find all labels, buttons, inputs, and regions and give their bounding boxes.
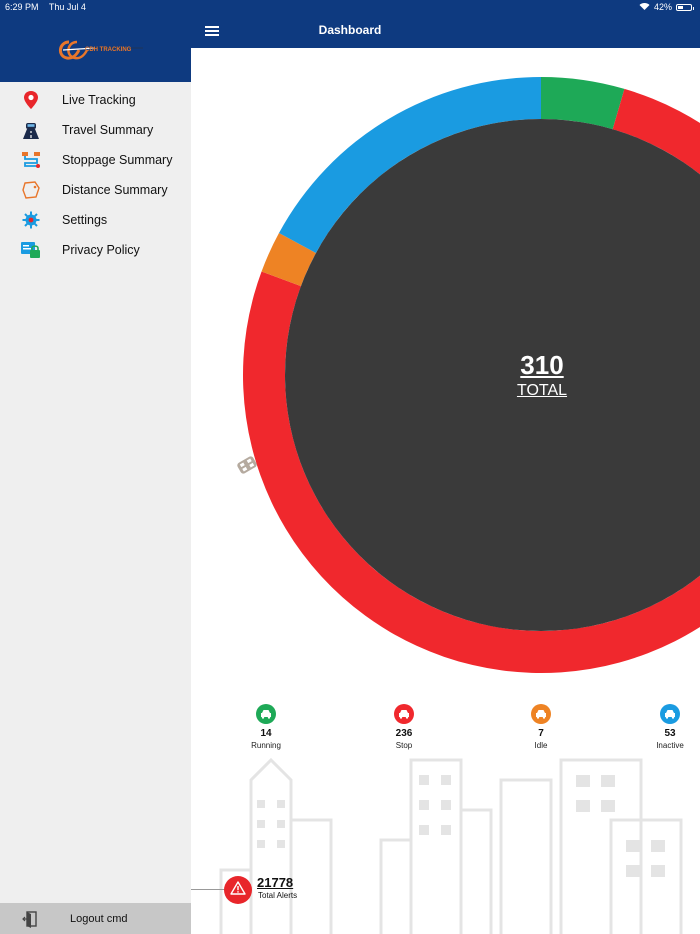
car-road-icon (19, 119, 43, 141)
top-app-bar: Dashboard (191, 14, 700, 48)
company-logo: CDH TRACKING (59, 40, 143, 60)
vehicle-status-donut-chart[interactable] (191, 0, 700, 934)
car-icon (660, 704, 680, 724)
sidebar-menu: Live Tracking Travel Summary Stoppage Su… (0, 85, 191, 265)
status-time: 6:29 PM (5, 2, 39, 12)
sidebar-item-stoppage-summary[interactable]: Stoppage Summary (0, 145, 191, 175)
status-idle[interactable]: 7 Idle (511, 704, 571, 750)
map-icon (19, 179, 43, 201)
status-count: 14 (260, 728, 272, 739)
svg-text:CDH TRACKING: CDH TRACKING (85, 47, 132, 53)
warning-icon (230, 880, 246, 900)
sidebar-item-label: Settings (62, 213, 108, 227)
sidebar-item-travel-summary[interactable]: Travel Summary (0, 115, 191, 145)
status-name: Running (251, 741, 281, 750)
sidebar: CDH TRACKING Live Tracking Travel Summar… (0, 0, 191, 934)
donut-slice-idle[interactable] (261, 233, 316, 287)
car-icon (256, 704, 276, 724)
status-count: 236 (395, 728, 413, 739)
donut-slice-running[interactable] (541, 77, 625, 130)
sidebar-item-label: Stoppage Summary (62, 153, 173, 167)
total-label: TOTAL (516, 382, 568, 399)
status-date: Thu Jul 4 (48, 2, 86, 12)
skyline-illustration (219, 757, 683, 934)
car-icon (531, 704, 551, 724)
alerts-count[interactable]: 21778 (257, 875, 294, 890)
sidebar-item-distance-summary[interactable]: Distance Summary (0, 175, 191, 205)
menu-icon[interactable] (205, 26, 219, 36)
status-inactive[interactable]: 53 Inactive (640, 704, 700, 750)
status-running[interactable]: 14 Running (236, 704, 296, 750)
sidebar-item-label: Live Tracking (62, 93, 136, 107)
status-stop[interactable]: 236 Stop (374, 704, 434, 750)
page-title: Dashboard (318, 23, 382, 37)
donut-slice-inactive[interactable] (278, 77, 541, 254)
gear-icon (19, 209, 43, 231)
sidebar-item-settings[interactable]: Settings (0, 205, 191, 235)
sidebar-item-label: Privacy Policy (62, 243, 140, 257)
sidebar-item-live-tracking[interactable]: Live Tracking (0, 85, 191, 115)
status-bar: 6:29 PM Thu Jul 4 42% (0, 0, 700, 14)
status-name: Inactive (656, 741, 684, 750)
wifi-icon (639, 0, 650, 14)
status-count: 7 (538, 728, 544, 739)
sidebar-item-label: Travel Summary (62, 123, 154, 137)
privacy-lock-icon (19, 239, 43, 261)
car-icon (394, 704, 414, 724)
drag-handle-icon[interactable] (236, 454, 258, 476)
logout-button[interactable]: Logout cmd (0, 903, 191, 934)
total-alerts[interactable]: 21778 Total Alerts (191, 874, 331, 906)
route-icon (19, 149, 43, 171)
battery-icon (676, 3, 694, 11)
sidebar-header: CDH TRACKING (0, 14, 191, 82)
alerts-label: Total Alerts (258, 891, 298, 900)
battery-percent: 42% (653, 2, 672, 12)
sidebar-item-label: Distance Summary (62, 183, 168, 197)
donut-slice-stop[interactable] (243, 88, 700, 673)
logout-label: Logout cmd (70, 912, 128, 925)
status-count: 53 (664, 728, 676, 739)
status-name: Stop (395, 741, 413, 750)
donut-center (285, 119, 700, 631)
logout-icon (22, 910, 40, 928)
main-content: Dashboard 3 (191, 0, 700, 934)
sidebar-item-privacy-policy[interactable]: Privacy Policy (0, 235, 191, 265)
total-count[interactable]: 310 (520, 350, 564, 380)
alert-button[interactable] (224, 876, 252, 904)
divider (191, 889, 225, 890)
status-name: Idle (534, 741, 548, 750)
location-pin-icon (19, 89, 43, 111)
